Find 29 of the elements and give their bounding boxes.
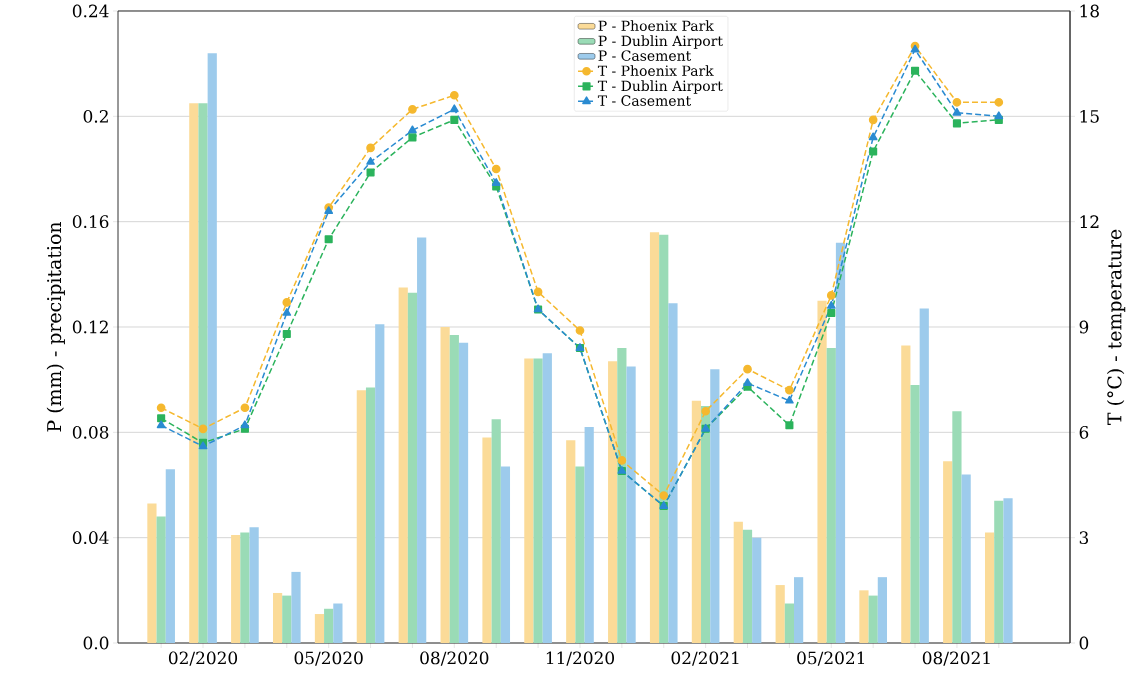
y-tick-label: 0.16 xyxy=(72,215,109,229)
y2-tick-label: 18 xyxy=(1080,4,1099,18)
legend-label: P - Casement xyxy=(598,50,692,61)
x-tick-label: 02/2020 xyxy=(168,651,238,666)
y2-tick-label: 15 xyxy=(1080,109,1099,123)
y2-axis-title: T (°C) - temperature xyxy=(1106,229,1126,425)
x-tick-label: 11/2020 xyxy=(546,651,615,666)
legend-label: P - Dublin Airport xyxy=(598,35,723,49)
y-tick-label: 0.04 xyxy=(72,531,109,545)
y-tick-label: 0.12 xyxy=(72,320,108,334)
y2-tick-label: 6 xyxy=(1079,425,1089,439)
x-tick-label: 05/2021 xyxy=(797,651,865,666)
y2-tick-label: 0 xyxy=(1079,636,1089,650)
y-axis-title: P (mm) - precipitation xyxy=(46,221,65,432)
y-tick-label: 0.24 xyxy=(72,4,109,18)
x-tick-label: 08/2021 xyxy=(922,651,990,666)
legend-label: T - Dublin Airport xyxy=(597,80,723,94)
y2-tick-label: 9 xyxy=(1079,320,1089,334)
legend-label: T - Casement xyxy=(597,95,692,106)
y-tick-label: 0.08 xyxy=(72,425,109,439)
y2-tick-label: 3 xyxy=(1079,531,1089,545)
legend-label: P - Phoenix Park xyxy=(598,20,714,32)
y2-tick-label: 12 xyxy=(1080,215,1099,228)
x-tick-label: 05/2020 xyxy=(294,651,363,666)
y-tick-label: 0.0 xyxy=(83,636,109,650)
x-tick-label: 08/2020 xyxy=(420,651,489,666)
y-tick-label: 0.2 xyxy=(83,109,108,123)
x-tick-label: 02/2021 xyxy=(671,651,739,666)
legend-label: T - Phoenix Park xyxy=(597,65,714,77)
